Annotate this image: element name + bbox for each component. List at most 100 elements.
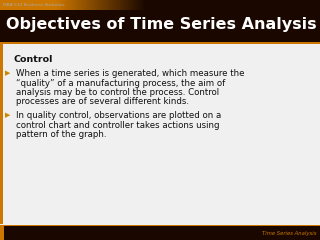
Bar [101,0,102,10]
Text: pattern of the graph.: pattern of the graph. [16,130,107,139]
Bar [67,0,68,10]
Bar [95,0,96,10]
Bar [108,0,109,10]
Bar [82,0,83,10]
Text: processes are of several different kinds.: processes are of several different kinds… [16,97,189,107]
Bar [91,0,92,10]
Bar [106,0,107,10]
Bar [94,0,95,10]
Bar [0,44,3,224]
Bar [111,0,112,10]
Bar [81,0,82,10]
Bar [116,0,117,10]
Bar [98,0,99,10]
Bar [63,0,64,10]
Bar [105,0,106,10]
Text: analysis may be to control the process. Control: analysis may be to control the process. … [16,88,219,97]
Bar [118,0,119,10]
Text: Objectives of Time Series Analysis: Objectives of Time Series Analysis [6,18,316,32]
Text: Control: Control [14,55,53,64]
Bar [62,0,63,10]
Bar [0,0,320,10]
Bar [55,0,56,10]
Bar [132,0,133,10]
Bar [68,0,69,10]
Bar [127,0,128,10]
Bar [59,0,60,10]
Bar [107,0,108,10]
Bar [0,226,320,240]
Bar [113,0,114,10]
Bar [86,0,87,10]
Bar [96,0,97,10]
Bar [0,10,320,42]
Bar [133,0,134,10]
Bar [89,0,90,10]
Bar [56,0,57,10]
Bar [126,0,127,10]
Bar [83,0,84,10]
Bar [121,0,122,10]
Text: ▶: ▶ [5,70,10,76]
Bar [100,0,101,10]
Bar [84,0,85,10]
Bar [115,0,116,10]
Bar [58,0,59,10]
Bar [65,0,66,10]
Bar [110,0,111,10]
Bar [122,0,123,10]
Bar [87,0,88,10]
Bar [60,0,61,10]
Bar [74,0,75,10]
Bar [130,0,131,10]
Bar [73,0,74,10]
Bar [142,0,143,10]
Bar [112,0,113,10]
Bar [69,0,70,10]
Bar [77,0,78,10]
Bar [93,0,94,10]
Bar [131,0,132,10]
Bar [143,0,144,10]
Bar [120,0,121,10]
Text: MBA 532 Business Statistics: MBA 532 Business Statistics [3,3,65,7]
Bar [134,0,135,10]
Bar [103,0,104,10]
Bar [125,0,126,10]
Bar [0,226,4,240]
Bar [104,0,105,10]
Bar [124,0,125,10]
Bar [140,0,141,10]
Bar [0,224,320,226]
Bar [71,0,72,10]
Bar [85,0,86,10]
Bar [135,0,136,10]
Bar [117,0,118,10]
Bar [136,0,137,10]
Bar [114,0,115,10]
Bar [80,0,81,10]
Text: control chart and controller takes actions using: control chart and controller takes actio… [16,120,220,130]
Bar [99,0,100,10]
Bar [97,0,98,10]
Text: ▶: ▶ [5,112,10,118]
Bar [66,0,67,10]
Bar [57,0,58,10]
Bar [70,0,71,10]
Bar [141,0,142,10]
Text: “quality” of a manufacturing process, the aim of: “quality” of a manufacturing process, th… [16,78,225,88]
Bar [72,0,73,10]
Bar [92,0,93,10]
Bar [0,44,320,224]
Bar [0,0,55,10]
Bar [64,0,65,10]
Bar [88,0,89,10]
Bar [137,0,138,10]
Bar [128,0,129,10]
Bar [102,0,103,10]
Bar [90,0,91,10]
Bar [76,0,77,10]
Bar [129,0,130,10]
Text: In quality control, observations are plotted on a: In quality control, observations are plo… [16,111,221,120]
Bar [139,0,140,10]
